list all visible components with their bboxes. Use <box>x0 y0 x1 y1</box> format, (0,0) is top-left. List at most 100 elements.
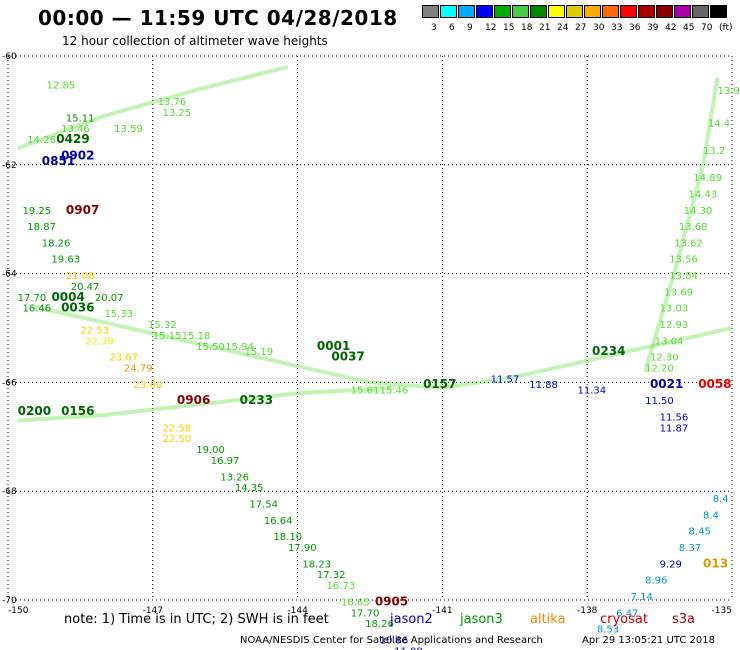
pass-time-label: 0905 <box>375 594 408 608</box>
pass-time-label: 0004 <box>51 290 84 304</box>
pass-time-label: 0156 <box>61 404 94 418</box>
wave-height-label: 20.47 <box>71 282 100 293</box>
wave-height-label: 22.58 <box>162 423 191 434</box>
wave-height-label: 15.15 <box>153 331 182 342</box>
pass-time-label: 0907 <box>66 203 99 217</box>
satellite-track <box>16 64 289 151</box>
wave-height-label: 19.63 <box>51 255 80 266</box>
wave-height-label: 9.29 <box>660 559 682 570</box>
colorbar-swatch <box>584 5 601 18</box>
colorbar-label: 15 <box>503 23 515 33</box>
pass-time-label: 0157 <box>423 377 456 391</box>
pass-time-label: 0200 <box>18 404 51 418</box>
colorbar-label: 30 <box>593 23 605 33</box>
colorbar-label: 24 <box>557 23 569 33</box>
colorbar-swatch <box>548 5 565 18</box>
wave-height-label: 15.19 <box>245 347 274 358</box>
wave-height-label: 13.9 <box>718 86 740 97</box>
wave-height-label: 19.25 <box>22 206 51 217</box>
legend-cryosat: cryosat <box>600 612 648 627</box>
credit-line: NOAA/NESDIS Center for Satellite Applica… <box>240 635 543 646</box>
wave-height-label: 8.4 <box>713 494 729 505</box>
longitude-tick-label: -147 <box>143 606 163 616</box>
colorbar-swatch <box>530 5 547 18</box>
wave-height-label: 12.30 <box>650 353 679 364</box>
wave-height-label: 18.10 <box>273 532 302 543</box>
wave-height-label: 14.43 <box>689 189 718 200</box>
wave-height-label: 13.69 <box>664 287 693 298</box>
colorbar-swatch <box>440 5 457 18</box>
wave-height-label: 6.47 <box>616 608 638 619</box>
wave-height-label: 17.32 <box>317 570 346 581</box>
wave-height-label: 15.50 <box>196 342 225 353</box>
wave-height-label: 18.26 <box>365 619 394 630</box>
pass-time-label: 013 <box>703 556 728 570</box>
wave-height-label: 14.89 <box>693 173 722 184</box>
pass-time-label: 0234 <box>592 344 625 358</box>
wave-height-label: 13.04 <box>655 336 684 347</box>
colorbar-label: 42 <box>665 23 677 33</box>
latitude-tick-label: -68 <box>2 487 17 497</box>
wave-height-label: 13.56 <box>669 255 698 266</box>
wave-height-label: 22.39 <box>85 336 114 347</box>
legend-s3a: s3a <box>672 612 696 627</box>
wave-height-label: 15.33 <box>105 309 134 320</box>
colorbar-swatch <box>656 5 673 18</box>
wave-height-label: 19.00 <box>196 445 225 456</box>
colorbar-swatch <box>602 5 619 18</box>
colorbar-swatch <box>620 5 637 18</box>
wave-height-label: 8.45 <box>689 527 711 538</box>
latitude-tick-label: -70 <box>2 596 17 606</box>
colorbar-label: 36 <box>629 23 641 33</box>
longitude-tick-label: -150 <box>8 606 29 616</box>
wave-height-label: 13.62 <box>674 238 703 249</box>
wave-height-label: 13.03 <box>660 304 689 315</box>
wave-height-label: 22.50 <box>162 434 191 445</box>
wave-height-label: 13.59 <box>114 124 143 135</box>
colorbar-swatch <box>692 5 709 18</box>
wave-height-label: 13.25 <box>162 108 191 119</box>
wave-height-label: 16.64 <box>264 516 293 527</box>
longitude-tick-label: -144 <box>287 606 308 616</box>
wave-height-label: 24.79 <box>124 364 153 375</box>
legend-jason2: jason2 <box>390 612 433 627</box>
pass-time-label: 0851 <box>42 154 75 168</box>
pass-time-label: 0233 <box>240 393 273 407</box>
satellite-tracks <box>16 64 733 423</box>
pass-time-label: 0902 <box>61 148 94 162</box>
wave-height-label: 14.35 <box>235 483 264 494</box>
wave-height-label: 15.94 <box>225 342 254 353</box>
colorbar-swatch <box>422 5 439 18</box>
wave-height-label: 7.14 <box>631 592 653 603</box>
legend-altika: altika <box>530 612 566 627</box>
pass-time-label: 0429 <box>56 132 89 146</box>
latitude-tick-label: -66 <box>2 378 17 388</box>
legend-jason3: jason3 <box>460 612 503 627</box>
wave-height-label: 15.18 <box>182 331 211 342</box>
generated-timestamp: Apr 29 13:05:21 UTC 2018 <box>582 635 715 646</box>
colorbar-swatch <box>512 5 529 18</box>
wave-height-label: 11.34 <box>578 385 607 396</box>
colorbar-label: 45 <box>683 23 695 33</box>
pass-time-label: 0021 <box>650 377 683 391</box>
pass-time-label: 0037 <box>331 350 364 364</box>
wave-height-label: 14.4 <box>708 119 730 130</box>
colorbar-label: 12 <box>485 23 497 33</box>
wave-height-label: 11.57 <box>491 374 520 385</box>
wave-height-label: 13.68 <box>679 222 708 233</box>
wave-height-label: 12.85 <box>47 81 76 92</box>
pass-time-label: 0906 <box>177 393 210 407</box>
colorbar-label: 70 <box>701 23 713 33</box>
colorbar-swatch <box>710 5 727 18</box>
wave-height-label: 10.86 <box>380 636 409 647</box>
map-title: 00:00 — 11:59 UTC 04/28/2018 <box>38 6 398 30</box>
wave-height-label: 18.23 <box>302 559 331 570</box>
wave-height-label: 11.87 <box>660 423 689 434</box>
wave-height-label: 16.46 <box>22 304 51 315</box>
latitude-tick-label: -64 <box>2 270 17 280</box>
wave-height-label: 17.90 <box>288 543 317 554</box>
wave-height-label: 15.61 <box>351 385 380 396</box>
wave-height-label: 20.07 <box>95 293 124 304</box>
longitude-tick-label: -135 <box>712 606 732 616</box>
wave-height-label: 17.70 <box>18 293 47 304</box>
